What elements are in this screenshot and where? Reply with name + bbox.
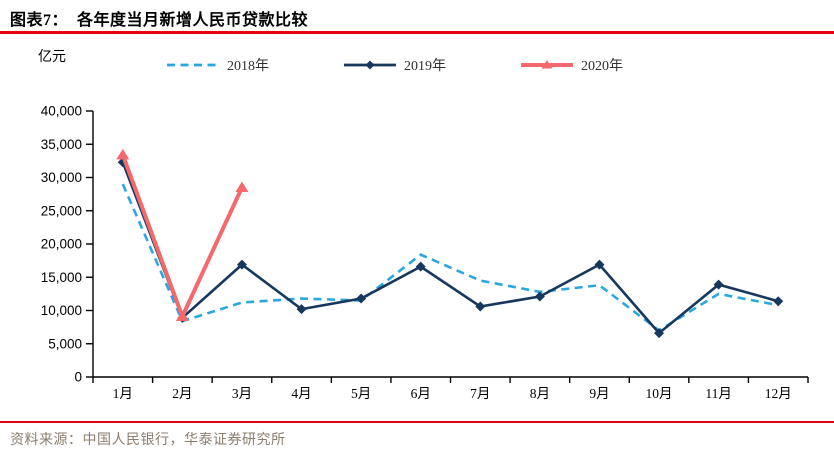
diamond-marker [415,261,426,272]
diamond-marker [773,296,784,307]
diamond-marker [654,328,665,339]
source-note: 资料来源：中国人民银行，华泰证券研究所 [10,433,286,448]
diamond-marker [356,293,367,304]
unit-label: 亿元 [38,50,66,65]
x-tick-label: 12月 [765,386,792,401]
diamond-marker [236,259,247,270]
x-tick-label: 4月 [291,386,311,401]
diamond-marker [475,301,486,312]
y-tick-label: 15,000 [41,270,82,285]
x-axis-ticks: 1月 2月 3月 4月 5月 6月 7月 8月 9月 10月 11月 12月 [92,377,809,401]
series-2020 [116,148,249,322]
diamond-line-swatch-icon [344,60,396,70]
diamond-marker [594,259,605,270]
diamond-marker [713,279,724,290]
footer-rule [0,421,834,423]
triangle-marker [116,148,130,160]
y-tick-label: 30,000 [41,170,82,185]
y-tick-label: 40,000 [41,104,82,119]
x-tick-label: 1月 [113,386,133,401]
x-tick-label: 3月 [232,386,252,401]
diamond-marker [365,60,375,70]
x-tick-label: 7月 [470,386,490,401]
series-2018 [121,183,779,333]
triangle-marker [175,310,189,321]
x-tick-label: 2月 [172,386,192,401]
y-tick-label: 0 [74,370,82,385]
diamond-marker [296,304,307,315]
y-tick-label: 10,000 [41,303,82,318]
chart-legend: 2018年 2019年 2020年 [166,55,623,75]
triangle-marker [541,60,553,69]
legend-item-2019: 2019年 [343,55,446,75]
triangle-marker [235,181,249,192]
diamond-marker [534,291,545,302]
x-tick-label: 6月 [411,386,431,401]
x-tick-label: 5月 [351,386,371,401]
series-2019 [117,157,784,339]
x-tick-label: 11月 [705,386,732,401]
axes [92,111,808,378]
y-tick-label: 5,000 [48,336,82,351]
y-axis-ticks: 0 5,000 10,000 15,000 20,000 25,000 30,000 35,0… [41,104,93,385]
legend-label: 2019年 [404,59,446,74]
x-tick-label: 8月 [530,386,550,401]
y-tick-label: 35,000 [41,137,82,152]
dashed-line-swatch-icon [167,63,219,67]
x-tick-label: 9月 [589,386,609,401]
y-tick-label: 25,000 [41,203,82,218]
legend-label: 2018年 [227,59,269,74]
line-chart: 0 5,000 10,000 15,000 20,000 25,000 30,000 35,0… [41,104,809,401]
legend-label: 2020年 [581,59,623,74]
figure-title: 图表7： 各年度当月新增人民币贷款比较 [10,12,309,29]
triangle-line-swatch-icon [521,60,573,69]
legend-item-2018: 2018年 [166,55,269,75]
x-tick-label: 10月 [646,386,673,401]
legend-item-2020: 2020年 [520,55,623,75]
title-rule [0,31,834,34]
y-tick-label: 20,000 [41,237,82,252]
